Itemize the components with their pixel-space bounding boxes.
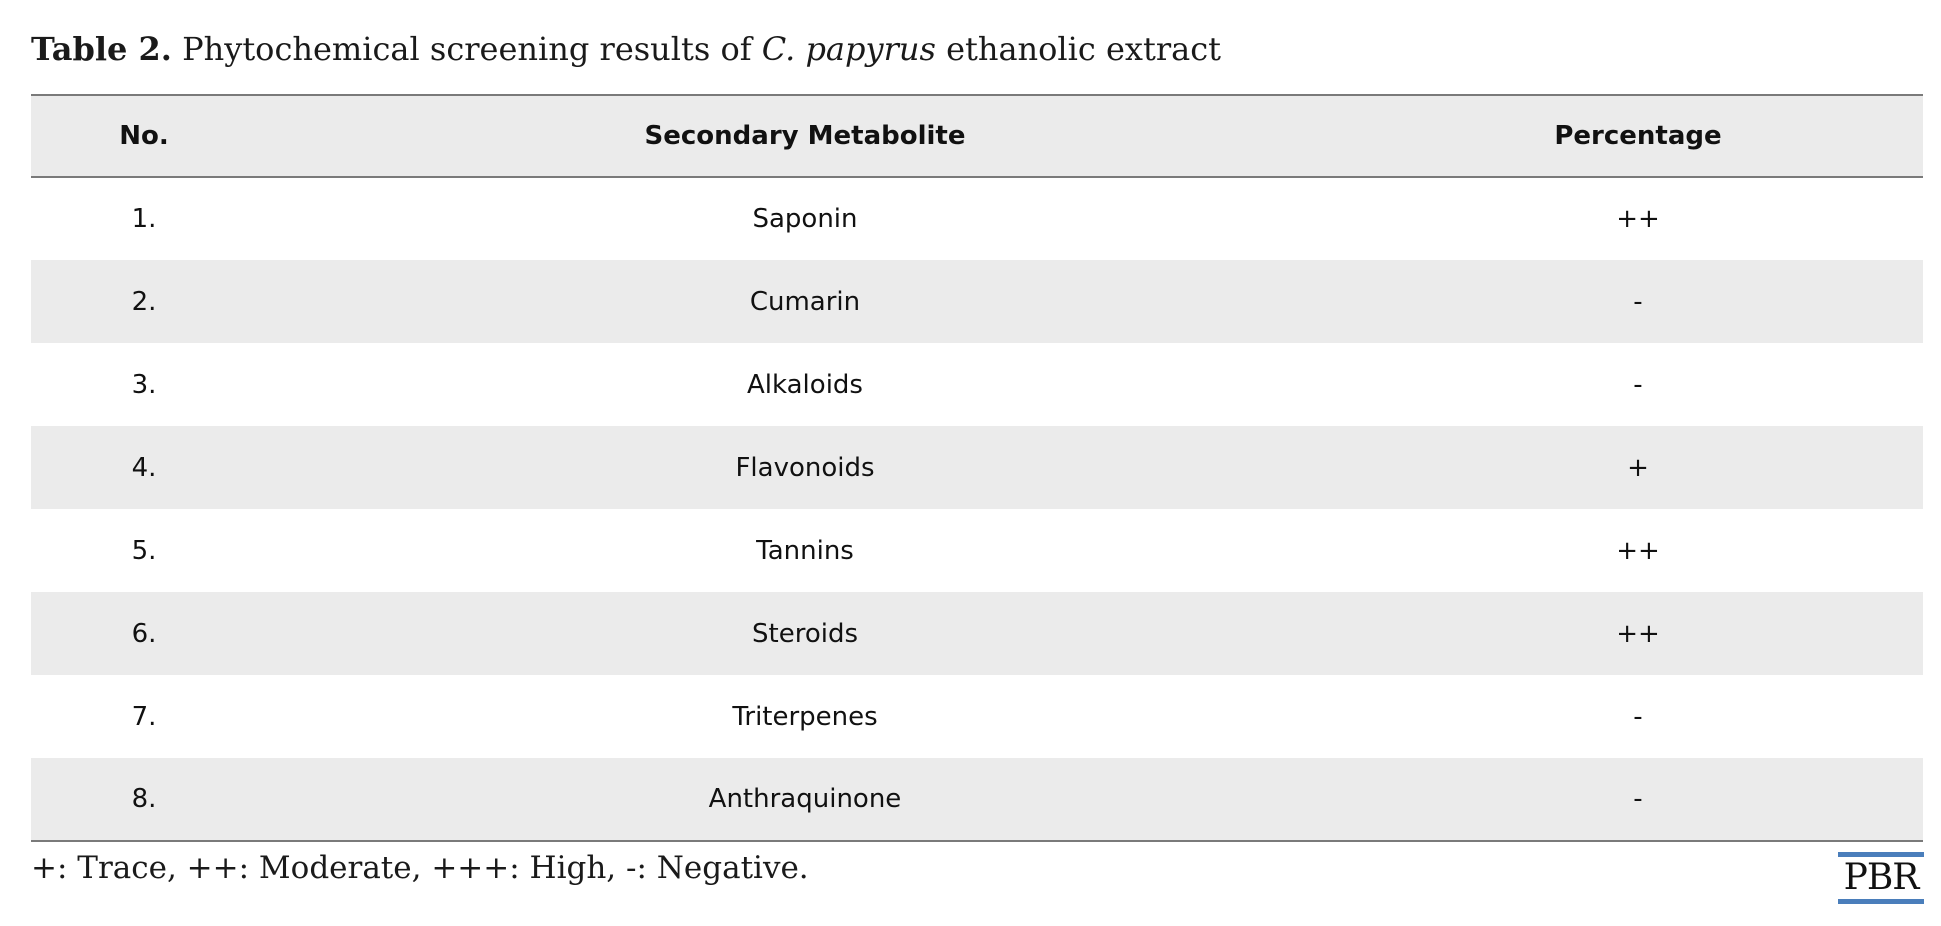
caption-text-after: ethanolic extract — [935, 30, 1221, 68]
journal-logo: PBR — [1838, 852, 1924, 904]
logo-bottom-bar — [1838, 899, 1924, 904]
cell-metabolite: Steroids — [752, 618, 858, 649]
cell-no: 8. — [31, 758, 257, 842]
table-footnote: +: Trace, ++: Moderate, +++: High, -: Ne… — [31, 850, 809, 886]
table-row: 1. Saponin ++ — [31, 177, 1923, 260]
cell-metabolite: Saponin — [752, 204, 858, 234]
cell-metabolite: Flavonoids — [735, 452, 875, 483]
logo-text: PBR — [1843, 857, 1920, 898]
cell-percentage: - — [1633, 701, 1643, 732]
table-row: 5. Tannins ++ — [31, 509, 1923, 592]
table-header-row: No. Secondary Metabolite Percentage — [31, 94, 1923, 178]
logo-top-bar — [1838, 852, 1924, 857]
table-row: 3. Alkaloids - — [31, 343, 1923, 426]
cell-no: 1. — [131, 204, 157, 234]
cell-no: 6. — [131, 618, 157, 649]
table-row: 2. Cumarin - — [31, 260, 1923, 343]
header-no: No. — [31, 94, 257, 178]
header-metabolite: Secondary Metabolite — [257, 94, 1353, 178]
header-percentage: Percentage — [1353, 94, 1923, 178]
table-row: 4. Flavonoids + — [31, 426, 1923, 509]
table-row: 8. Anthraquinone - — [31, 758, 1923, 842]
cell-percentage: + — [1627, 452, 1649, 483]
phytochemical-table: No. Secondary Metabolite Percentage 1. S… — [31, 94, 1923, 842]
cell-no: 7. — [131, 701, 157, 732]
cell-percentage: ++ — [1616, 618, 1660, 649]
table-row: 7. Triterpenes - — [31, 675, 1923, 758]
species-name: C. papyrus — [761, 30, 936, 68]
cell-no: 5. — [131, 535, 157, 566]
cell-metabolite: Tannins — [756, 535, 854, 566]
cell-metabolite: Alkaloids — [747, 369, 863, 400]
table-caption: Table 2. Phytochemical screening results… — [31, 30, 1221, 68]
caption-text-before: Phytochemical screening results of — [171, 30, 762, 68]
cell-percentage: - — [1633, 369, 1643, 400]
cell-no: 2. — [131, 286, 157, 317]
table-label: Table 2. — [31, 30, 172, 68]
cell-percentage: - — [1633, 286, 1643, 317]
cell-no: 4. — [131, 452, 157, 483]
cell-metabolite: Anthraquinone — [257, 758, 1353, 842]
cell-percentage: - — [1353, 758, 1923, 842]
cell-percentage: ++ — [1616, 204, 1660, 234]
cell-metabolite: Cumarin — [749, 286, 861, 317]
table-row: 6. Steroids ++ — [31, 592, 1923, 675]
cell-percentage: ++ — [1616, 535, 1660, 566]
cell-metabolite: Triterpenes — [732, 701, 878, 732]
cell-no: 3. — [131, 369, 157, 400]
